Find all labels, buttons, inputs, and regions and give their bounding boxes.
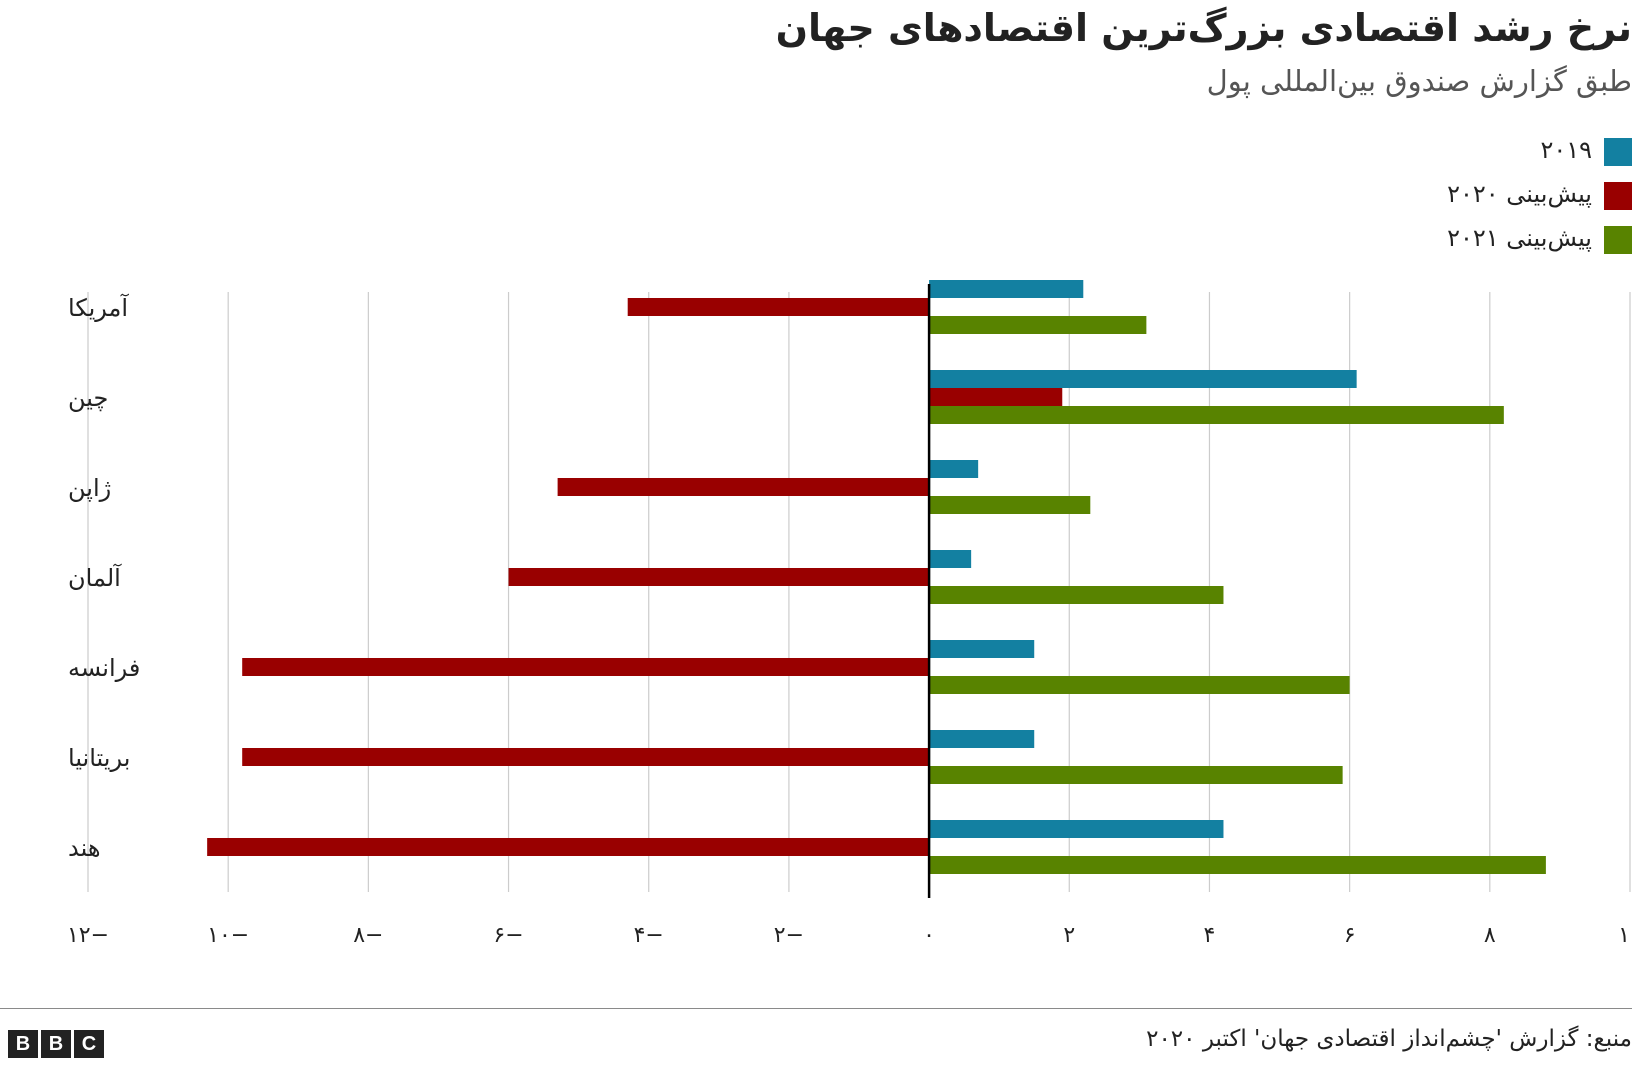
- series-2019-bar: [929, 460, 979, 478]
- series-2021-bar: [929, 586, 1224, 604]
- legend-label-2019: ۲۰۱۹: [1540, 136, 1592, 164]
- series-2019-bar: [929, 280, 1084, 298]
- chart-title: نرخ رشد اقتصادی بزرگ‌ترین اقتصادهای جهان: [775, 6, 1632, 50]
- x-tick-label: ۲: [1063, 923, 1075, 948]
- series-2021-bar: [929, 496, 1091, 514]
- x-tick-label: ۸−: [353, 923, 383, 948]
- legend-swatch-2021: [1604, 226, 1632, 254]
- x-tick-label: ۶: [1344, 923, 1356, 948]
- series-2020-bar: [508, 568, 930, 586]
- series-2021-bar: [929, 676, 1350, 694]
- footer-divider: [0, 1008, 1632, 1009]
- legend-item-2020: پیش‌بینی ۲۰۲۰: [1232, 180, 1632, 224]
- series-2019-bar: [929, 730, 1035, 748]
- legend-label-2020: پیش‌بینی ۲۰۲۰: [1447, 180, 1592, 208]
- legend-label-2021: پیش‌بینی ۲۰۲۱: [1447, 224, 1592, 252]
- series-2020-bar: [242, 658, 930, 676]
- series-2021-bar: [929, 316, 1147, 334]
- category-label: بریتانیا: [68, 744, 130, 772]
- category-label: فرانسه: [68, 654, 140, 682]
- bar-chart: ۱۲− ۱۰− ۸− ۶− ۴− ۲− ۰ ۲ ۴ ۶ ۸ ۱۰ آمریکا چین ژاپن آلمان ف…: [67, 280, 1632, 948]
- legend-swatch-2019: [1604, 138, 1632, 166]
- x-tick-label: ۰: [923, 923, 935, 948]
- series-2021-bar: [929, 766, 1343, 784]
- chart-subtitle: طبق گزارش صندوق بین‌المللی پول: [1206, 64, 1632, 98]
- bbc-logo: B B C: [8, 1030, 104, 1058]
- x-tick-label: ۲−: [774, 923, 804, 948]
- series-2021-bar: [929, 856, 1546, 874]
- category-label: ژاپن: [68, 474, 111, 502]
- category-label: چین: [68, 384, 108, 412]
- bbc-logo-letter: B: [8, 1030, 38, 1058]
- series-2020-bar: [557, 478, 930, 496]
- x-tick-label: ۸: [1484, 923, 1496, 948]
- category-label: هند: [68, 834, 101, 862]
- legend-item-2021: پیش‌بینی ۲۰۲۱: [1232, 224, 1632, 268]
- series-2021-bar: [929, 406, 1504, 424]
- x-tick-label: ۱۲−: [67, 923, 109, 948]
- category-label: آلمان: [68, 563, 122, 592]
- legend-item-2019: ۲۰۱۹: [1232, 136, 1632, 180]
- series-2019-bar: [929, 370, 1357, 388]
- series-2019-bar: [929, 550, 972, 568]
- legend-swatch-2020: [1604, 182, 1632, 210]
- x-tick-label: ۱۰−: [207, 923, 249, 948]
- series-2019-bar: [929, 640, 1035, 658]
- series-2019-bar: [929, 820, 1224, 838]
- category-label: آمریکا: [68, 293, 129, 322]
- source-note: منبع: گزارش 'چشم‌انداز اقتصادی جهان' اکت…: [1146, 1026, 1632, 1052]
- series-2020-bar: [242, 748, 930, 766]
- series-2020-bar: [929, 388, 1063, 406]
- x-tick-label: ۴−: [634, 923, 664, 948]
- legend: ۲۰۱۹ پیش‌بینی ۲۰۲۰ پیش‌بینی ۲۰۲۱: [1232, 136, 1632, 268]
- bbc-logo-letter: B: [41, 1030, 71, 1058]
- x-tick-label: ۴: [1204, 923, 1216, 948]
- x-tick-label: ۶−: [493, 923, 523, 948]
- x-tick-label: ۱۰: [1618, 923, 1632, 948]
- bbc-logo-letter: C: [74, 1030, 104, 1058]
- series-2020-bar: [627, 298, 930, 316]
- series-2020-bar: [207, 838, 930, 856]
